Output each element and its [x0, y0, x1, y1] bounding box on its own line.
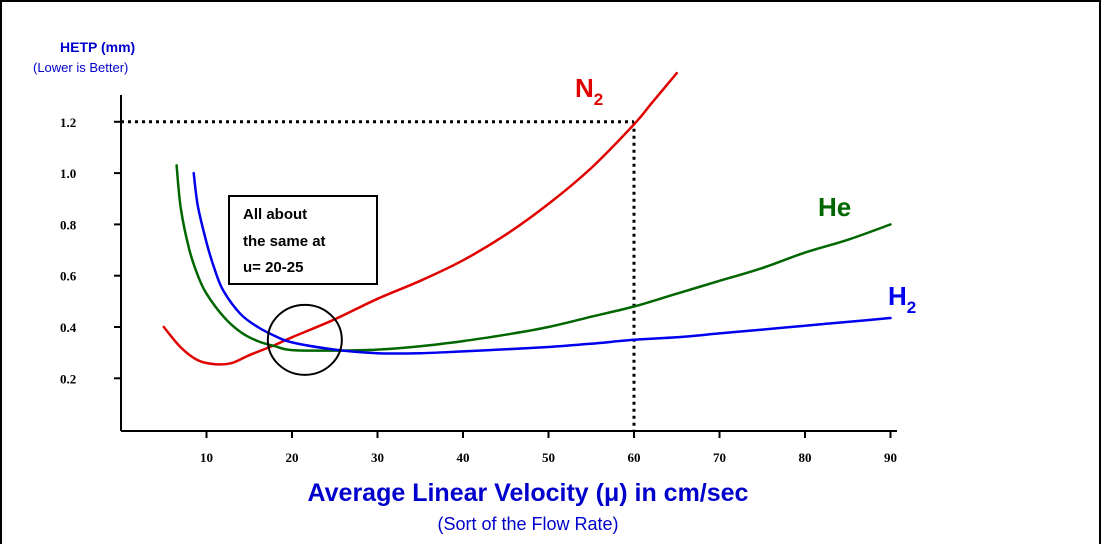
series-label-n2: N2 — [575, 73, 603, 109]
annotation-line-3: u= 20-25 — [243, 259, 303, 276]
annotation-box — [228, 195, 378, 285]
x-tick-label: 50 — [542, 450, 555, 465]
x-axis-title: Average Linear Velocity (μ) in cm/sec — [308, 479, 749, 507]
overlap-ellipse — [266, 303, 343, 376]
annotation-line-2: the same at — [243, 233, 326, 250]
x-tick-label: 20 — [286, 450, 299, 465]
x-tick-label: 90 — [884, 450, 897, 465]
y-tick-label: 0.2 — [60, 371, 76, 386]
x-tick-label: 70 — [713, 450, 726, 465]
y-axis-title: HETP (mm) — [60, 39, 135, 55]
x-tick-label: 10 — [200, 450, 213, 465]
x-tick-label: 80 — [799, 450, 812, 465]
y-tick-label: 0.4 — [60, 320, 77, 335]
x-axis-note: (Sort of the Flow Rate) — [437, 514, 618, 534]
series-label-h2: H2 — [888, 281, 916, 317]
x-tick-label: 30 — [371, 450, 384, 465]
x-tick-label: 60 — [628, 450, 641, 465]
annotation-line-1: All about — [243, 206, 307, 223]
y-tick-label: 1.0 — [60, 166, 76, 181]
series-line-n2 — [162, 71, 679, 366]
y-axis-note: (Lower is Better) — [33, 60, 128, 75]
series-line-h2 — [192, 171, 892, 355]
x-tick-label: 40 — [457, 450, 470, 465]
y-tick-label: 0.6 — [60, 269, 77, 284]
series-label-he: He — [818, 192, 851, 222]
series-line-he — [175, 164, 892, 352]
y-tick-label: 1.2 — [60, 115, 76, 130]
y-tick-label: 0.8 — [60, 217, 77, 232]
